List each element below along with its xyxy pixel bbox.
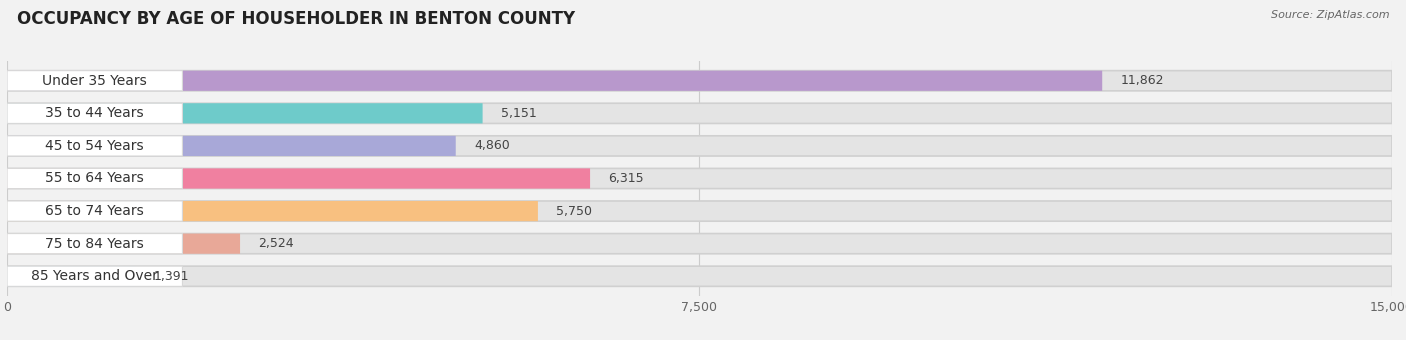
- FancyBboxPatch shape: [7, 168, 183, 189]
- Text: 35 to 44 Years: 35 to 44 Years: [45, 106, 143, 120]
- FancyBboxPatch shape: [7, 266, 135, 286]
- Text: 85 Years and Over: 85 Years and Over: [31, 269, 159, 283]
- FancyBboxPatch shape: [7, 234, 183, 254]
- Text: 75 to 84 Years: 75 to 84 Years: [45, 237, 145, 251]
- FancyBboxPatch shape: [7, 71, 183, 91]
- Text: 1,391: 1,391: [153, 270, 190, 283]
- FancyBboxPatch shape: [7, 168, 591, 189]
- Text: 45 to 54 Years: 45 to 54 Years: [45, 139, 143, 153]
- FancyBboxPatch shape: [7, 201, 183, 221]
- FancyBboxPatch shape: [7, 201, 1392, 221]
- Text: 6,315: 6,315: [609, 172, 644, 185]
- Text: 11,862: 11,862: [1121, 74, 1164, 87]
- FancyBboxPatch shape: [7, 71, 1102, 91]
- FancyBboxPatch shape: [7, 266, 1392, 286]
- Text: 55 to 64 Years: 55 to 64 Years: [45, 171, 145, 186]
- Text: 5,151: 5,151: [501, 107, 537, 120]
- FancyBboxPatch shape: [7, 136, 183, 156]
- FancyBboxPatch shape: [7, 103, 482, 123]
- FancyBboxPatch shape: [7, 234, 1392, 254]
- FancyBboxPatch shape: [7, 234, 240, 254]
- Text: 2,524: 2,524: [259, 237, 294, 250]
- FancyBboxPatch shape: [7, 136, 456, 156]
- FancyBboxPatch shape: [7, 201, 538, 221]
- FancyBboxPatch shape: [7, 71, 1392, 91]
- FancyBboxPatch shape: [7, 136, 1392, 156]
- Text: Under 35 Years: Under 35 Years: [42, 74, 148, 88]
- FancyBboxPatch shape: [7, 103, 183, 123]
- FancyBboxPatch shape: [7, 103, 1392, 123]
- Text: OCCUPANCY BY AGE OF HOUSEHOLDER IN BENTON COUNTY: OCCUPANCY BY AGE OF HOUSEHOLDER IN BENTO…: [17, 10, 575, 28]
- FancyBboxPatch shape: [7, 266, 183, 286]
- Text: 65 to 74 Years: 65 to 74 Years: [45, 204, 145, 218]
- FancyBboxPatch shape: [7, 168, 1392, 189]
- Text: 5,750: 5,750: [557, 205, 592, 218]
- Text: Source: ZipAtlas.com: Source: ZipAtlas.com: [1271, 10, 1389, 20]
- Text: 4,860: 4,860: [474, 139, 510, 152]
